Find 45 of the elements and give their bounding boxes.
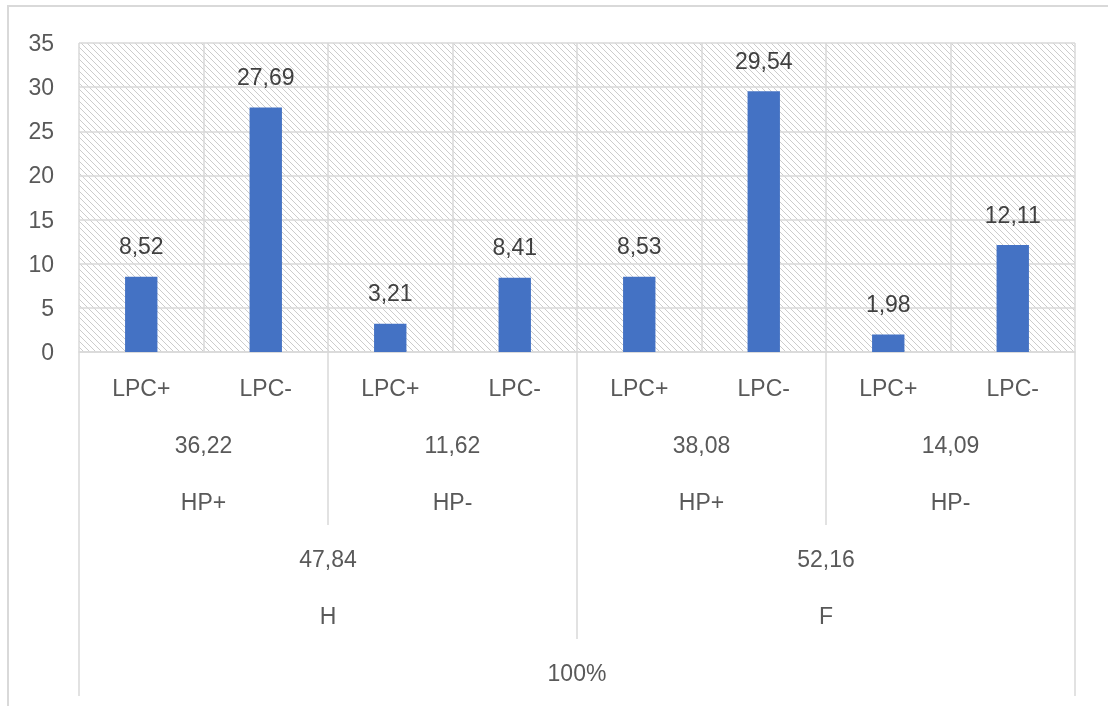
y-tick-label: 15 — [28, 206, 54, 233]
text: 14,09 — [921, 432, 980, 458]
text: 52,16 — [797, 546, 855, 572]
data-label: 1,98 — [865, 291, 911, 318]
bar — [498, 277, 531, 352]
data-label: 8,53 — [616, 233, 662, 260]
text: 36,22 — [174, 432, 233, 458]
bar — [996, 245, 1029, 352]
data-label: 8,52 — [118, 233, 164, 260]
y-tick-label: 30 — [28, 74, 54, 101]
x-tick-label: LPC- — [488, 374, 541, 401]
text: 47,84 — [299, 546, 357, 572]
data-label: 3,21 — [367, 280, 413, 307]
bar — [623, 276, 656, 352]
x-tick-label: LPC- — [986, 374, 1039, 401]
text: HP- — [432, 489, 473, 515]
text: 11,62 — [424, 432, 481, 458]
text: 38,08 — [672, 432, 731, 458]
y-tick-label: 35 — [28, 30, 54, 56]
bar — [125, 276, 158, 352]
text: HP+ — [678, 489, 725, 515]
y-tick-label: 0 — [41, 339, 54, 365]
text: F — [818, 603, 834, 629]
x-tick-label: LPC- — [239, 374, 292, 401]
x-tick-label: LPC+ — [610, 374, 669, 401]
y-tick-label: 5 — [41, 294, 54, 321]
data-label: 12,11 — [984, 201, 1041, 228]
y-tick-label: 10 — [28, 250, 54, 277]
x-tick-label: LPC+ — [859, 374, 918, 401]
text: HP+ — [180, 489, 227, 515]
y-tick-label: 20 — [28, 162, 54, 189]
bar — [249, 107, 282, 352]
text: H — [319, 603, 337, 629]
bar — [747, 91, 780, 352]
data-label: 8,41 — [492, 234, 538, 261]
data-label: 29,54 — [734, 47, 793, 74]
x-tick-label: LPC- — [737, 374, 790, 401]
y-tick-label: 25 — [28, 118, 54, 145]
bar — [374, 323, 407, 352]
data-label: 27,69 — [236, 64, 295, 91]
x-tick-label: LPC+ — [361, 374, 420, 401]
text: HP- — [930, 489, 971, 515]
text: 100% — [547, 660, 607, 686]
bar — [872, 334, 905, 352]
x-tick-label: LPC+ — [112, 374, 171, 401]
